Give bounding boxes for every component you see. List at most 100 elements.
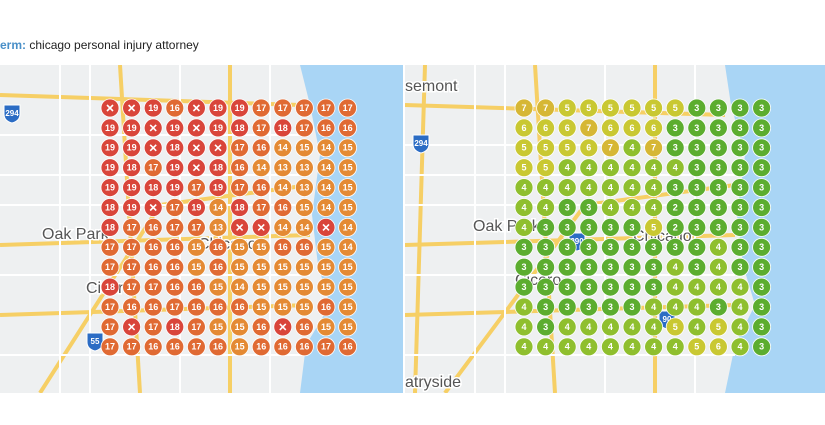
rank-value: 18 [105,222,115,232]
rank-value: 15 [299,202,309,212]
rank-pin [251,257,271,277]
rank-pin [208,237,228,257]
rank-pin [665,118,685,138]
rank-pin [100,237,120,257]
rank-value: 4 [543,202,548,212]
rank-value: 14 [256,163,266,173]
rank-value: 14 [321,163,331,173]
rank-pin [338,198,358,217]
rank-value: 14 [235,282,245,292]
rank-value: 17 [170,302,180,312]
rank-value: 3 [737,123,742,133]
rank-pin [514,158,534,178]
rank-value: 16 [191,302,201,312]
rank-value: 3 [565,222,570,232]
rank-value: 16 [170,242,180,252]
rank-pin [536,337,556,357]
rank-pin [338,317,358,337]
rank-value: 16 [278,202,288,212]
rank-pin [294,297,314,317]
rank-pin [122,217,142,237]
rank-pin [622,337,642,357]
rank-value: 16 [299,342,309,352]
rank-pin [579,317,599,337]
rank-pin [557,198,577,217]
rank-value: 17 [148,282,158,292]
rank-pin [316,178,336,197]
rank-value: 15 [256,282,266,292]
rank-pin [251,118,271,138]
rank-pin [708,98,728,118]
rank-value: 4 [737,342,742,352]
rank-value: 3 [716,103,721,113]
rank-value: 3 [759,103,764,113]
rank-value: 4 [586,322,591,332]
rank-pin [752,158,772,178]
rank-pin [208,337,228,357]
rank-pin [143,237,163,257]
rank-value: 4 [521,202,526,212]
rank-pin [294,158,314,178]
rank-pin [622,317,642,337]
rank-value: 3 [651,262,656,272]
rank-value: 3 [694,123,699,133]
rank-value: 7 [543,103,548,113]
rank-pin [143,337,163,357]
rank-pin [665,158,685,178]
rank-pin [557,158,577,178]
rank-pin [622,297,642,317]
rank-value: 3 [694,182,699,192]
rank-pin [536,98,556,118]
rank-pin [230,257,250,277]
rank-pin [186,217,206,237]
rank-pin [122,257,142,277]
rank-value: 19 [170,123,180,133]
rank-value: 16 [127,302,137,312]
rank-pin [600,158,620,178]
rank-value: 16 [148,302,158,312]
rank-pin [165,118,185,138]
highway-number: 290 [570,237,584,246]
rank-pin [536,217,556,237]
rank-pin [122,337,142,357]
rank-pin [273,277,293,297]
rank-value: 3 [694,143,699,153]
rank-value: 3 [694,202,699,212]
rank-pin [294,98,314,118]
rank-pin [708,198,728,217]
rank-value: 15 [321,322,331,332]
rank-value: 18 [105,202,115,212]
rank-value: 16 [148,222,158,232]
rank-pin [294,257,314,277]
rank-pin [687,257,707,277]
rank-pin [514,98,534,118]
rank-pin [622,118,642,138]
rank-value: 3 [608,262,613,272]
rank-pin [730,217,750,237]
rank-pin [600,198,620,217]
rank-pin [208,98,228,118]
rank-pin [208,317,228,337]
rank-value: 3 [694,163,699,173]
rank-value: 15 [343,262,353,272]
rank-pin [122,277,142,297]
rank-pin [143,217,163,237]
rank-pin [208,277,228,297]
rank-pin [730,317,750,337]
rank-pin [665,217,685,237]
not-ranked-icon [149,124,157,132]
rank-value: 5 [673,103,678,113]
rank-pin [687,178,707,197]
rank-pin [100,217,120,237]
rank-pin [600,98,620,118]
rank-pin [165,297,185,317]
rank-value: 3 [565,242,570,252]
rank-value: 3 [759,242,764,252]
rank-pin [644,158,664,178]
rank-value: 17 [299,123,309,133]
rank-value: 16 [191,282,201,292]
rank-value: 4 [673,342,678,352]
rank-value: 3 [737,242,742,252]
rank-pin [557,178,577,197]
rank-value: 17 [105,242,115,252]
